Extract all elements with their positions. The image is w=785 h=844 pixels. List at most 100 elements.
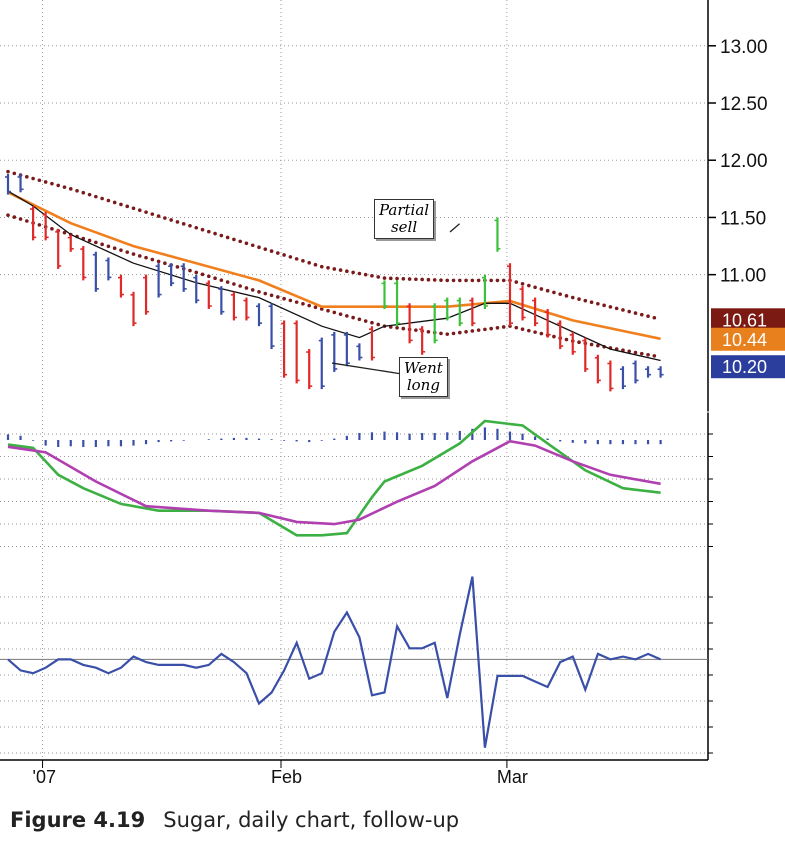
lower_channel-dot xyxy=(564,337,569,342)
upper_channel-dot xyxy=(257,245,261,249)
upper_channel-dot xyxy=(87,192,92,197)
lower_channel-dot xyxy=(589,342,594,347)
lower_channel-dot xyxy=(376,322,381,327)
went-long-note-line-2: long xyxy=(406,376,440,394)
lower_channel-dot xyxy=(150,257,155,262)
lower_channel-dot xyxy=(483,327,487,332)
upper_channel-dot xyxy=(589,300,594,305)
time-tick-label: '07 xyxy=(33,767,56,787)
upper_channel-dot xyxy=(319,264,324,269)
lower_channel-dot xyxy=(458,330,462,335)
upper_channel-dot xyxy=(213,231,217,236)
upper_channel-dot xyxy=(181,222,186,226)
upper_channel-dot xyxy=(282,253,286,257)
upper_channel-dot xyxy=(112,200,117,205)
lower_channel-dot xyxy=(596,343,600,348)
upper_channel-dot xyxy=(533,285,537,290)
upper_channel-dot xyxy=(194,225,199,230)
upper_channel-dot xyxy=(175,220,180,224)
upper_channel-dot xyxy=(125,204,130,209)
price-tick-label: 13.00 xyxy=(720,37,768,58)
lower_channel-dot xyxy=(100,242,104,247)
upper_channel-dot xyxy=(627,309,632,314)
upper_channel-dot xyxy=(514,280,519,284)
lower_channel-dot xyxy=(94,240,98,245)
upper_channel-dot xyxy=(407,277,412,281)
last-value-badge xyxy=(711,327,785,351)
upper_channel-dot xyxy=(263,247,268,251)
lower_channel-dot xyxy=(213,276,217,281)
upper_channel-dot xyxy=(106,198,111,203)
lower_channel-dot xyxy=(639,351,644,356)
lower_channel-dot xyxy=(520,327,525,331)
went-long-note: Went long xyxy=(399,357,448,397)
upper_channel-dot xyxy=(451,278,456,283)
lower_channel-dot xyxy=(294,300,299,304)
lower_channel-dot xyxy=(652,354,657,358)
upper_channel-dot xyxy=(43,180,48,184)
upper_channel-dot xyxy=(144,210,148,214)
upper_channel-dot xyxy=(169,218,173,222)
upper_channel-dot xyxy=(388,276,393,281)
upper_channel-dot xyxy=(564,294,569,298)
lower_channel-dot xyxy=(257,290,261,294)
upper_channel-dot xyxy=(470,278,475,283)
upper_channel-dot xyxy=(37,178,42,183)
partial-sell-pointer xyxy=(449,223,460,233)
upper_channel-dot xyxy=(244,241,249,246)
lower_channel-dot xyxy=(219,278,224,282)
upper_channel-dot xyxy=(545,288,550,293)
lower_channel-dot xyxy=(527,328,531,333)
lower_channel-dot xyxy=(119,248,123,252)
upper_channel-dot xyxy=(639,312,644,317)
time-tick-label: Mar xyxy=(497,767,528,787)
upper_channel-dot xyxy=(382,276,387,280)
upper_channel-dot xyxy=(219,233,224,238)
lower_channel-dot xyxy=(395,325,399,330)
upper_channel-dot xyxy=(621,308,625,312)
figure-number: Figure 4.19 xyxy=(10,808,146,832)
upper_channel-dot xyxy=(363,272,368,277)
upper_channel-dot xyxy=(294,257,299,261)
lower_channel-dot xyxy=(489,326,493,331)
went-long-note-line-1: Went xyxy=(404,359,443,377)
upper_channel-dot xyxy=(577,297,581,301)
price-tick-label: 11.00 xyxy=(720,266,766,287)
upper_channel-dot xyxy=(489,278,493,283)
upper_channel-dot xyxy=(313,262,318,267)
upper_channel-dot xyxy=(376,275,381,279)
upper_channel-dot xyxy=(81,190,86,195)
upper_channel-dot xyxy=(570,295,575,300)
upper_channel-dot xyxy=(25,175,29,179)
lower_channel-dot xyxy=(351,315,355,320)
lower_channel-dot xyxy=(156,259,161,264)
lower_channel-dot xyxy=(207,274,211,279)
upper_channel-dot xyxy=(94,194,98,199)
upper_channel-dot xyxy=(137,208,142,213)
lower_channel-dot xyxy=(175,265,180,269)
last-value-label: 10.44 xyxy=(722,330,767,350)
lower_channel-dot xyxy=(552,334,556,339)
upper_channel-dot xyxy=(326,266,330,270)
lower_channel-dot xyxy=(451,331,456,336)
lower_channel-dot xyxy=(225,280,230,284)
lower_channel-dot xyxy=(363,319,368,323)
upper_channel-dot xyxy=(200,227,205,232)
lower_channel-dot xyxy=(112,246,117,251)
lower_channel-dot xyxy=(345,314,349,318)
lower_channel-dot xyxy=(476,328,481,332)
upper_channel-dot xyxy=(225,235,230,240)
lower_channel-dot xyxy=(470,329,475,333)
last-value-badge xyxy=(711,308,785,332)
upper_channel-dot xyxy=(445,278,450,283)
lower_channel-dot xyxy=(276,295,280,299)
upper_channel-dot xyxy=(608,305,613,309)
lower_channel-dot xyxy=(332,310,337,315)
lower_channel-dot xyxy=(627,349,632,354)
lower_channel-dot xyxy=(338,312,343,316)
upper_channel-dot xyxy=(602,303,606,308)
partial-sell-note-line-2: sell xyxy=(390,218,418,236)
upper_channel-dot xyxy=(426,277,431,282)
upper_channel-dot xyxy=(476,278,481,283)
lower_channel-dot xyxy=(131,252,136,256)
